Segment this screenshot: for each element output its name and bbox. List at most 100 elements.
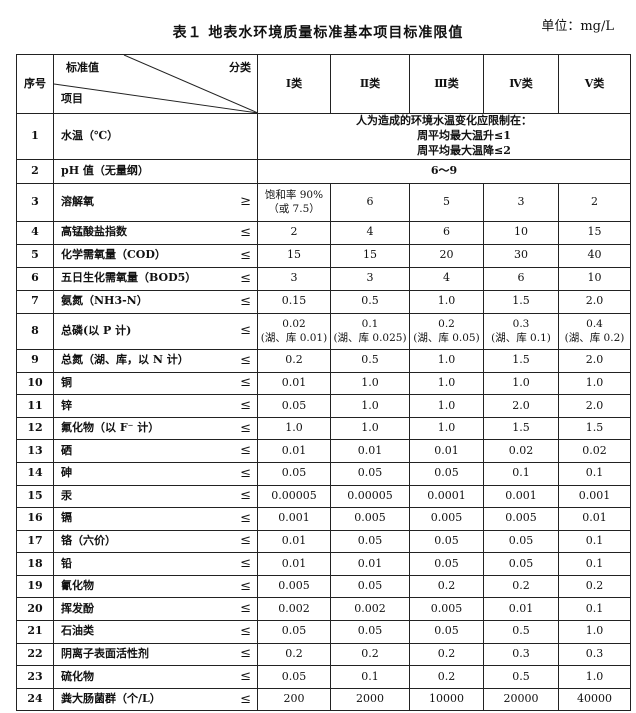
row-item: 氟化物（以 F⁻ 计） ≤ — [53, 416, 258, 441]
header-class-4: Ⅳ类 — [483, 54, 559, 114]
table-row: 6 五日生化需氧量（BOD5） ≤3 3 4 6 10 — [16, 266, 631, 291]
value-class-5: 40 — [558, 243, 631, 268]
row-number: 1 — [16, 113, 54, 160]
value-class-4: 30 — [483, 243, 559, 268]
item-name: 氰化物 — [61, 579, 94, 593]
value-class-4: 6 — [483, 266, 559, 291]
value-class-3: 1.0 — [409, 289, 484, 314]
value-class-1: 0.05 — [257, 665, 331, 689]
value-class-1: 0.00005 — [257, 484, 331, 509]
operator-symbol: ≤ — [240, 533, 251, 549]
row-number: 22 — [16, 642, 54, 667]
value-class-5: 1.0 — [558, 665, 631, 689]
row-item: 挥发酚 ≤ — [53, 597, 258, 622]
water-quality-standard-table: 序号 标准值 分类 项目 Ⅰ类 Ⅱ类 Ⅲ类 Ⅳ类 Ⅴ类 1 水温（℃） 人为造成的环… — [16, 54, 631, 712]
item-name: 氟化物（以 F⁻ 计） — [61, 421, 160, 435]
value-class-1: 0.2 — [257, 348, 331, 373]
header-class-2: Ⅱ类 — [330, 54, 410, 114]
row-item: 硒 ≤ — [53, 439, 258, 463]
operator-symbol: ≤ — [240, 511, 251, 527]
value-class-4: 3 — [483, 182, 559, 222]
operator-symbol: ≤ — [240, 624, 251, 640]
table-row: 13 硒 ≤0.01 0.01 0.01 0.02 0.02 — [16, 439, 631, 463]
row-item: 铜 ≤ — [53, 371, 258, 396]
header-row: 序号 标准值 分类 项目 Ⅰ类 Ⅱ类 Ⅲ类 Ⅳ类 Ⅴ类 — [16, 54, 631, 114]
merged-value-line: 周平均最大温升≤1 — [417, 128, 511, 142]
row-item: 铬（六价） ≤ — [53, 529, 258, 554]
table-row: 5 化学需氧量（COD） ≤15 15 20 30 40 — [16, 243, 631, 268]
operator-symbol: ≤ — [240, 669, 251, 685]
item-name: 高锰酸盐指数 — [61, 225, 127, 239]
value-class-3: 0.05 — [409, 552, 484, 576]
row-number: 14 — [16, 461, 54, 486]
value-class-5: 10 — [558, 266, 631, 291]
item-name: pH 值（无量纲） — [61, 163, 149, 177]
value-class-3: 0.0001 — [409, 484, 484, 509]
operator-symbol: ≤ — [240, 646, 251, 662]
value-class-4: 0.02 — [483, 439, 559, 463]
value-class-2: 0.05 — [330, 461, 410, 486]
item-name: 砷 — [61, 466, 72, 480]
row-number: 12 — [16, 416, 54, 441]
row-number: 24 — [16, 687, 54, 712]
item-name: 阴离子表面活性剂 — [61, 647, 149, 661]
row-item: 铅 ≤ — [53, 552, 258, 576]
operator-symbol: ≤ — [240, 224, 251, 240]
header-no: 序号 — [16, 54, 54, 114]
row-number: 5 — [16, 243, 54, 268]
row-number: 17 — [16, 529, 54, 554]
table-row: 24 粪大肠菌群（个/L） ≤200 2000 10000 20000 40000 — [16, 687, 631, 712]
value-class-4: 0.05 — [483, 552, 559, 576]
item-name: 锌 — [61, 398, 72, 412]
item-name: 总磷(以 P 计) — [61, 323, 132, 337]
value-class-4: 0.5 — [483, 620, 559, 644]
value-class-3: 0.005 — [409, 597, 484, 622]
row-number: 10 — [16, 371, 54, 396]
value-class-4: 0.005 — [483, 507, 559, 531]
value-class-1: 3 — [257, 266, 331, 291]
value-class-1: 0.02 (湖、库 0.01) — [257, 312, 331, 350]
value-class-2: 0.01 — [330, 439, 410, 463]
row-number: 2 — [16, 158, 54, 184]
value-class-5: 0.1 — [558, 552, 631, 576]
value-class-1: 1.0 — [257, 416, 331, 441]
table-title: 表１ 地表水环境质量标准基本项目标准限值 — [172, 25, 464, 41]
table-row: 10 铜 ≤0.01 1.0 1.0 1.0 1.0 — [16, 371, 631, 396]
value-class-2: 0.002 — [330, 597, 410, 622]
value-class-2: 0.005 — [330, 507, 410, 531]
row-item: 五日生化需氧量（BOD5） ≤ — [53, 266, 258, 291]
value-class-5: 1.0 — [558, 371, 631, 396]
row-item: 汞 ≤ — [53, 484, 258, 509]
value-class-5: 0.001 — [558, 484, 631, 509]
row-item: 锌 ≤ — [53, 394, 258, 418]
table-row: 3 溶解氧 ≥ 饱和率 90% （或 7.5） 6 5 3 2 — [16, 182, 631, 222]
value-class-4: 0.3 (湖、库 0.1) — [483, 312, 559, 350]
table-row: 19 氰化物 ≤0.005 0.05 0.2 0.2 0.2 — [16, 574, 631, 599]
value-class-3: 5 — [409, 182, 484, 222]
operator-symbol: ≤ — [240, 323, 251, 339]
row-item: 氰化物 ≤ — [53, 574, 258, 599]
table-row: 4 高锰酸盐指数 ≤2 4 6 10 15 — [16, 220, 631, 245]
row-item: 总氮（湖、库，以 N 计） ≤ — [53, 348, 258, 373]
value-class-3: 1.0 — [409, 416, 484, 441]
table-row: 2 pH 值（无量纲） 6～9 — [16, 158, 631, 184]
value-class-2: 2000 — [330, 687, 410, 712]
row-item: 石油类 ≤ — [53, 620, 258, 644]
value-class-4: 0.5 — [483, 665, 559, 689]
item-name: 氨氮（NH3-N） — [61, 294, 148, 308]
value-class-1: 0.05 — [257, 394, 331, 418]
value-class-3: 4 — [409, 266, 484, 291]
value-class-4: 1.5 — [483, 289, 559, 314]
value-class-3: 0.05 — [409, 529, 484, 554]
value-class-3: 1.0 — [409, 348, 484, 373]
value-class-5: 40000 — [558, 687, 631, 712]
value-class-4: 1.5 — [483, 348, 559, 373]
table-row: 11 锌 ≤0.05 1.0 1.0 2.0 2.0 — [16, 394, 631, 418]
row-number: 13 — [16, 439, 54, 463]
item-name: 总氮（湖、库，以 N 计） — [61, 353, 189, 367]
table-row: 21 石油类 ≤0.05 0.05 0.05 0.5 1.0 — [16, 620, 631, 644]
row-item: 水温（℃） — [53, 113, 258, 160]
item-name: 铬（六价） — [61, 534, 116, 548]
row-number: 21 — [16, 620, 54, 644]
value-class-4: 0.2 — [483, 574, 559, 599]
